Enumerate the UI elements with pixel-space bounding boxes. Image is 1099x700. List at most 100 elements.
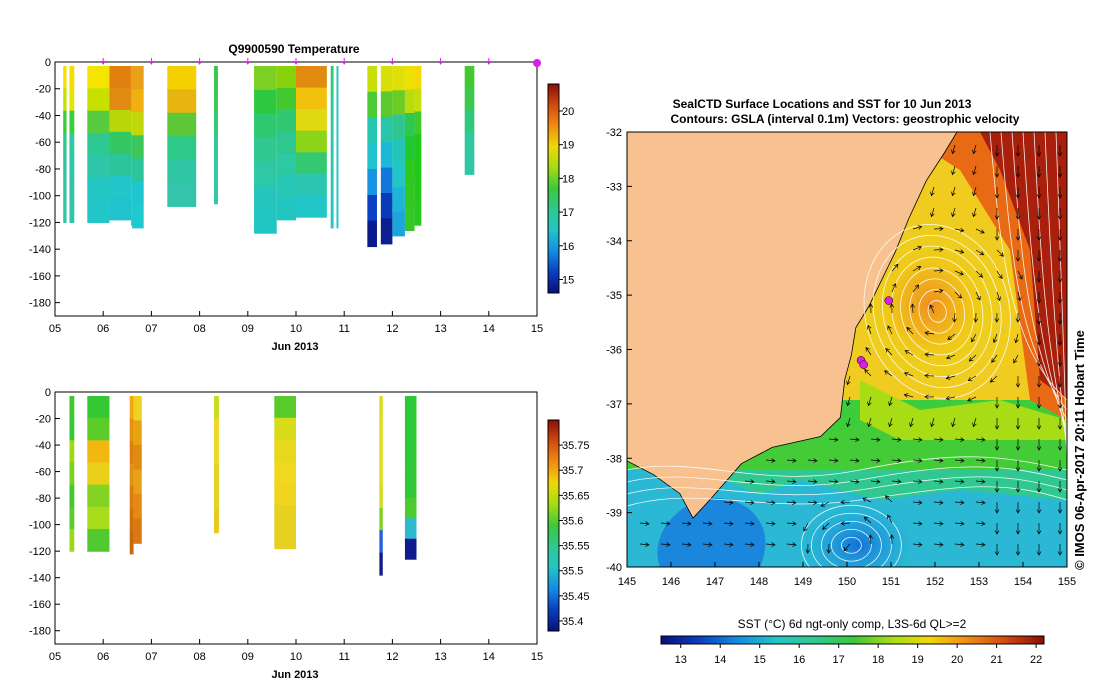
y-tick-label: -160 (29, 271, 51, 283)
profile-column (392, 66, 405, 237)
profile-cell (109, 197, 132, 221)
profile-cell (392, 163, 405, 188)
velocity-vector (1036, 418, 1042, 430)
profile-cell (167, 112, 197, 137)
profile-cell (404, 66, 415, 91)
velocity-vector (954, 249, 965, 254)
velocity-vector (1015, 481, 1021, 493)
sst-map-y-axis: -32 -33 -34 -35 -36 -37 -38 -39 -40 (606, 127, 632, 574)
velocity-vector (866, 324, 872, 335)
profile-cell (330, 173, 334, 202)
velocity-vector (765, 479, 776, 484)
x-tick-label: 09 (242, 651, 254, 663)
velocity-vector (1057, 229, 1063, 241)
x-tick-label: 14 (483, 651, 495, 663)
velocity-vector (954, 500, 965, 505)
profile-cell (274, 439, 296, 462)
map-x-tick-label: 148 (750, 576, 768, 588)
profile-cell (414, 88, 422, 113)
map-y-tick-label: -33 (606, 181, 622, 193)
profile-cell (404, 136, 415, 161)
velocity-vector (765, 521, 776, 526)
velocity-vector (912, 266, 922, 272)
velocity-vector (951, 207, 956, 218)
velocity-vector (951, 165, 956, 176)
profile-cell (336, 92, 339, 121)
profile-cell (133, 518, 142, 544)
profile-cell (69, 418, 75, 441)
velocity-vector (1036, 313, 1042, 325)
profile-cell (214, 509, 219, 534)
gsla-contour (841, 536, 862, 554)
profile-cell (464, 109, 475, 132)
sst-map-panel: SealCTD Surface Locations and SST for 10… (606, 97, 1087, 666)
colorbar-tick-label: 20 (562, 106, 574, 118)
profile-marker (245, 58, 251, 65)
y-tick-label: -40 (35, 440, 51, 452)
velocity-vector (930, 417, 935, 428)
map-y-tick-label: -36 (606, 345, 622, 357)
velocity-vector (933, 268, 944, 273)
gsla-contour (1033, 132, 1067, 441)
profile-cell (336, 146, 339, 175)
profile-cell (63, 110, 67, 134)
gsla-contour (891, 256, 984, 367)
velocity-vector (891, 437, 902, 442)
profile-cell (404, 206, 415, 232)
y-tick-label: -20 (35, 414, 51, 426)
velocity-vector (951, 144, 956, 155)
profile-cell (404, 436, 417, 458)
sst-colorbar-tick-label: 21 (990, 654, 1002, 666)
profile-cell (404, 159, 415, 185)
velocity-vector (975, 500, 986, 505)
profile-cell (276, 153, 296, 177)
map-x-tick-label: 150 (838, 576, 856, 588)
profile-column (132, 66, 144, 229)
velocity-vector (991, 354, 998, 363)
velocity-vector (1015, 376, 1021, 388)
velocity-vector (994, 481, 1000, 493)
colorbar-tick-label: 18 (562, 173, 574, 185)
profile-cell (380, 91, 393, 118)
y-tick-label: -60 (35, 467, 51, 479)
profile-cell (109, 66, 132, 89)
profile-cell (276, 87, 296, 111)
profile-cell (131, 202, 133, 226)
profile-cell (276, 66, 296, 89)
velocity-vector (1015, 439, 1021, 451)
profile-cell (367, 194, 377, 222)
profile-cell (214, 395, 219, 420)
profile-cell (129, 463, 134, 487)
y-tick-label: -140 (29, 573, 51, 585)
colorbar-tick-label: 16 (562, 241, 574, 253)
velocity-vector (681, 521, 692, 526)
map-x-tick-label: 147 (706, 576, 724, 588)
velocity-vector (1057, 166, 1063, 178)
profile-cell (380, 167, 393, 194)
y-tick-label: -80 (35, 164, 51, 176)
velocity-vector (971, 333, 977, 343)
velocity-vector (888, 396, 893, 407)
velocity-vector (975, 479, 986, 484)
velocity-vector (1036, 250, 1042, 262)
velocity-vector (805, 543, 811, 554)
map-y-tick-label: -35 (606, 290, 622, 302)
velocity-vector (1013, 354, 1019, 364)
profile-cell (379, 440, 383, 464)
velocity-vector (702, 521, 713, 526)
salinity-y-axis: 0 -20 -40 -60 -80 -100 -120 -140 -160 -180 (29, 387, 60, 638)
velocity-vector (954, 521, 965, 526)
profile-cell (132, 158, 144, 183)
velocity-vector (891, 263, 899, 272)
profile-cell (69, 528, 75, 552)
map-y-tick-label: -39 (606, 508, 622, 520)
profile-cell (131, 134, 133, 158)
velocity-vector (681, 542, 692, 547)
velocity-vector (1015, 502, 1021, 514)
velocity-vector (1036, 292, 1042, 304)
profile-cell (254, 209, 277, 234)
velocity-vector (912, 437, 923, 442)
velocity-vector (786, 542, 797, 547)
velocity-vector (910, 303, 915, 314)
profile-cell (69, 506, 75, 530)
